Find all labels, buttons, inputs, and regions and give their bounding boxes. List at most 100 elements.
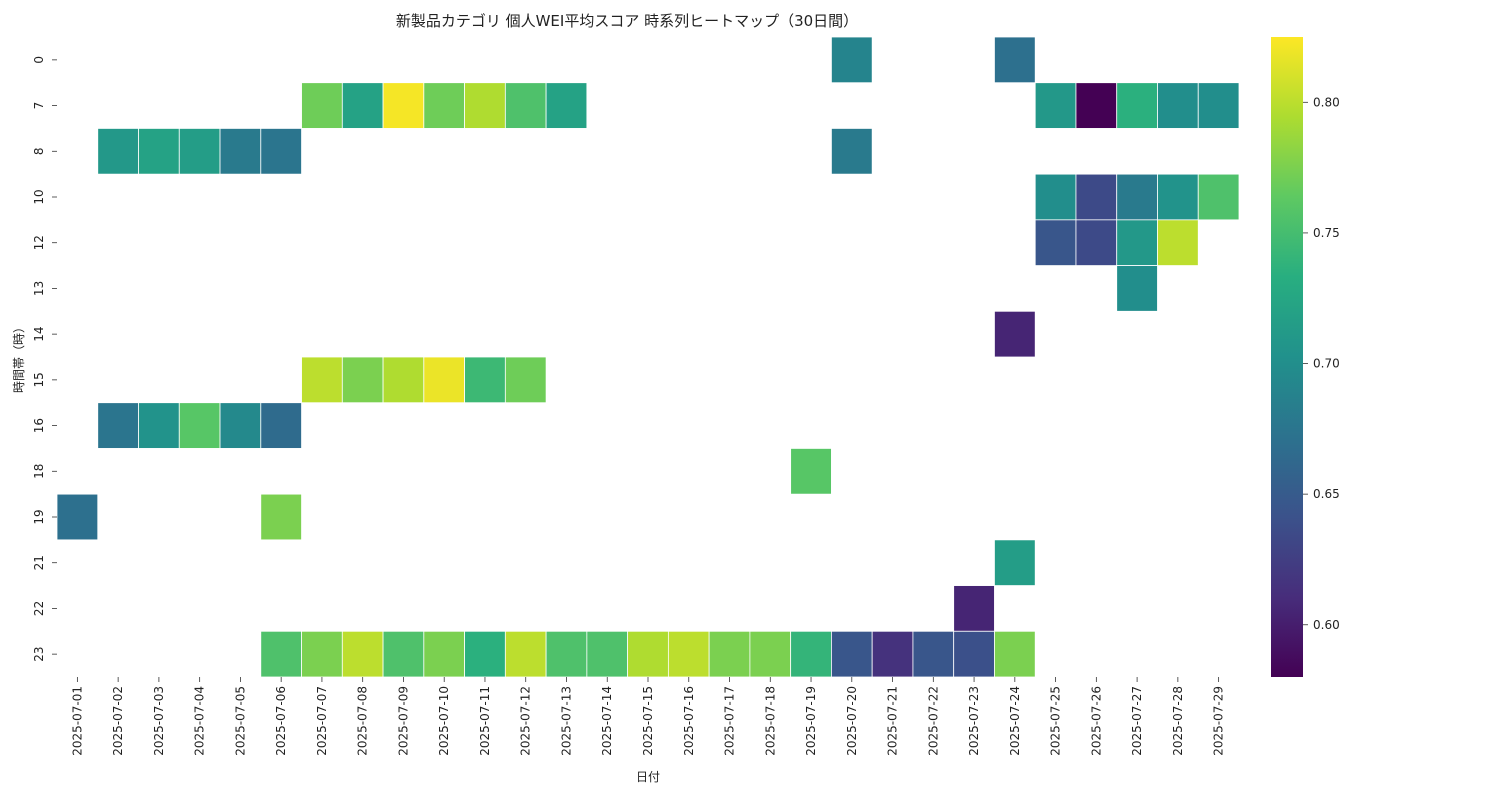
heatmap-cell	[953, 630, 995, 678]
heatmap-cell	[382, 82, 425, 129]
heatmap-cell	[627, 630, 669, 678]
colorbar-tick-label: 0.60	[1313, 618, 1340, 632]
colorbar-tick-label: 0.80	[1313, 95, 1340, 109]
heatmap-cell	[56, 493, 99, 541]
colorbar-ticks: 0.60 0.65 0.70 0.75 0.80	[1303, 95, 1340, 632]
heatmap-cell	[260, 630, 302, 678]
heatmap-cell	[178, 128, 221, 175]
heatmap-cell	[504, 356, 547, 404]
heatmap-cell	[423, 356, 465, 404]
colorbar-tick-label: 0.75	[1313, 226, 1340, 240]
heatmap-cell	[178, 402, 221, 449]
heatmap-cell	[994, 36, 1036, 84]
x-tick-label: 2025-07-03	[152, 686, 166, 756]
colorbar-gradient	[1271, 37, 1303, 677]
x-tick-label: 2025-07-13	[559, 686, 573, 756]
heatmap-cell	[545, 82, 588, 129]
heatmap-cell	[790, 448, 832, 495]
y-tick-label: 10	[32, 189, 46, 204]
x-tick-label: 2025-07-06	[274, 686, 288, 756]
heatmap-cell	[1034, 82, 1077, 129]
x-tick-label: 2025-07-29	[1212, 686, 1226, 756]
heatmap-cell	[831, 36, 873, 84]
x-tick-label: 2025-07-04	[193, 686, 207, 756]
x-axis-ticks: 2025-07-01 2025-07-02 2025-07-03 2025-07-04…	[70, 677, 1226, 756]
heatmap-cell	[382, 630, 425, 678]
heatmap-cell	[1197, 82, 1240, 129]
heatmap-cell	[994, 310, 1036, 358]
y-tick-label: 16	[32, 418, 46, 433]
heatmap-cell	[667, 630, 710, 678]
y-tick-label: 7	[32, 102, 46, 110]
heatmap-cell	[341, 356, 384, 404]
x-tick-label: 2025-07-10	[437, 686, 451, 756]
x-tick-label: 2025-07-12	[519, 686, 533, 756]
y-tick-label: 18	[32, 464, 46, 479]
heatmap-cell	[423, 82, 465, 129]
y-tick-label: 14	[32, 327, 46, 342]
heatmap-cell	[912, 630, 955, 678]
y-tick-label: 15	[32, 372, 46, 387]
y-tick-label: 0	[32, 56, 46, 64]
x-tick-label: 2025-07-14	[600, 686, 614, 756]
heatmap-cell	[1116, 82, 1158, 129]
y-tick-label: 22	[32, 601, 46, 616]
heatmap-cell	[138, 128, 180, 175]
x-tick-label: 2025-07-20	[845, 686, 859, 756]
heatmap-cell	[1116, 265, 1158, 312]
y-tick-label: 13	[32, 281, 46, 296]
x-tick-label: 2025-07-28	[1171, 686, 1185, 756]
x-tick-label: 2025-07-01	[70, 686, 84, 756]
heatmap-cell	[831, 630, 873, 678]
heatmap-cell	[790, 630, 832, 678]
x-tick-label: 2025-07-27	[1130, 686, 1144, 756]
heatmap-cell	[1197, 173, 1240, 221]
heatmap-cell	[1034, 219, 1077, 266]
x-tick-label: 2025-07-26	[1089, 686, 1103, 756]
chart-title: 新製品カテゴリ 個人WEI平均スコア 時系列ヒートマップ（30日間）	[395, 12, 859, 30]
heatmap-cell	[1075, 82, 1118, 129]
heatmap-cell	[1075, 219, 1118, 266]
heatmap-cell	[831, 128, 873, 175]
heatmap-cell	[464, 82, 506, 129]
heatmap-cell	[301, 356, 343, 404]
heatmap-cell	[1157, 82, 1199, 129]
heatmap-cell	[260, 128, 302, 175]
colorbar: 0.60 0.65 0.70 0.75 0.80	[1271, 37, 1340, 677]
x-tick-label: 2025-07-24	[1008, 686, 1022, 756]
y-tick-label: 8	[32, 147, 46, 155]
x-axis-label: 日付	[636, 770, 660, 784]
heatmap-cell	[219, 128, 262, 175]
heatmap-cell	[1157, 219, 1199, 266]
colorbar-tick-label: 0.70	[1313, 357, 1340, 371]
x-tick-label: 2025-07-08	[356, 686, 370, 756]
x-tick-label: 2025-07-11	[478, 686, 492, 756]
heatmap-cell	[994, 539, 1036, 586]
heatmap-cell	[1157, 173, 1199, 221]
y-tick-label: 23	[32, 647, 46, 662]
heatmap-cell	[1116, 219, 1158, 266]
heatmap-cell	[994, 630, 1036, 678]
colorbar-tick-label: 0.65	[1313, 487, 1340, 501]
heatmap-cells	[56, 36, 1240, 678]
heatmap-cell	[749, 630, 792, 678]
x-tick-label: 2025-07-15	[641, 686, 655, 756]
heatmap-cell	[1075, 173, 1118, 221]
heatmap-cell	[382, 356, 425, 404]
y-tick-label: 21	[32, 555, 46, 570]
heatmap-cell	[138, 402, 180, 449]
x-tick-label: 2025-07-09	[396, 686, 410, 756]
heatmap-cell	[423, 630, 465, 678]
heatmap-cell	[504, 630, 547, 678]
heatmap-cell	[260, 493, 302, 541]
heatmap-cell	[586, 630, 629, 678]
x-tick-label: 2025-07-23	[967, 686, 981, 756]
x-tick-label: 2025-07-05	[233, 686, 247, 756]
x-tick-label: 2025-07-07	[315, 686, 329, 756]
x-tick-label: 2025-07-02	[111, 686, 125, 756]
heatmap-cell	[341, 82, 384, 129]
heatmap-cell	[871, 630, 914, 678]
x-tick-label: 2025-07-22	[926, 686, 940, 756]
heatmap-cell	[301, 630, 343, 678]
